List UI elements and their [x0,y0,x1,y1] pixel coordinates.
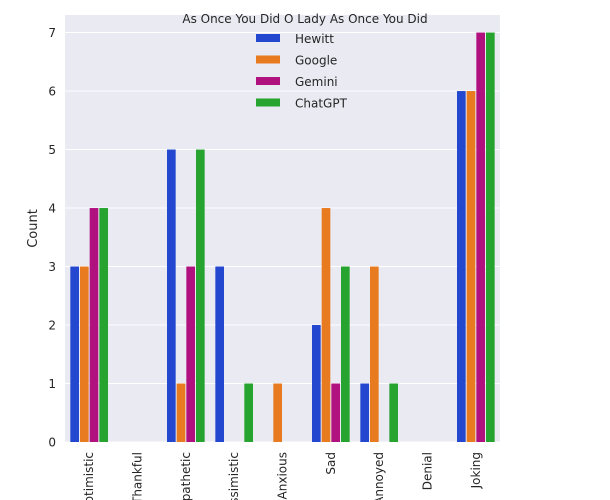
x-tick-label: Joking [469,452,483,489]
x-axis-ticks: Optimistic Thankful Empathetic Pessimistic A… [82,452,483,500]
bar-chatgpt-annoyed [389,383,398,442]
plot-background [65,15,500,442]
y-tick-label: 1 [48,377,56,391]
bar-hewitt-joking [457,91,466,442]
y-tick-label: 0 [48,436,56,450]
legend-swatch-gemini [256,77,280,85]
bar-hewitt-annoyed [360,383,369,442]
x-tick-label: Thankful [131,452,145,500]
bar-gemini-sad [331,383,340,442]
x-tick-label: Sad [324,452,338,475]
y-axis-label: Count [26,209,41,248]
legend-title: As Once You Did O Lady As Once You Did [182,12,427,26]
x-tick-label: Anxious [276,452,290,499]
bar-google-empathetic [176,383,186,442]
bar-gemini-joking [476,32,485,443]
y-tick-label: 3 [48,260,56,274]
legend: As Once You Did O Lady As Once You Did H… [182,12,427,111]
legend-label-hewitt: Hewitt [295,32,334,46]
x-tick-label: Denial [421,452,435,490]
y-axis-ticks: 0 1 2 3 4 5 6 7 [48,26,56,449]
x-tick-label: Empathetic [179,452,193,500]
x-tick-label: Annoyed [372,452,386,500]
legend-label-chatgpt: ChatGPT [295,97,348,111]
bar-google-joking [466,91,476,442]
legend-label-gemini: Gemini [295,75,338,89]
bar-hewitt-sad [312,325,321,442]
bar-hewitt-empathetic [167,149,176,442]
bar-chatgpt-joking [486,32,495,443]
x-tick-label: Optimistic [82,452,96,500]
bar-chatgpt-sad [341,266,350,442]
bar-gemini-optimistic [89,208,99,442]
bar-gemini-empathetic [186,266,195,442]
bar-google-anxious [273,383,282,442]
legend-swatch-google [256,55,280,64]
bar-chatgpt-optimistic [99,208,108,442]
legend-swatch-hewitt [256,34,280,42]
y-tick-label: 4 [48,202,56,216]
y-tick-label: 6 [48,85,56,99]
grid-lines [65,32,500,443]
bar-hewitt-optimistic [70,266,79,442]
y-tick-label: 5 [48,143,56,157]
x-tick-label: Pessimistic [227,452,241,500]
bar-chatgpt-pessimistic [244,383,253,442]
y-tick-label: 7 [48,26,56,40]
bars [70,32,495,443]
bar-google-optimistic [80,266,89,442]
bar-google-annoyed [370,266,379,442]
legend-swatch-chatgpt [256,98,280,107]
y-tick-label: 2 [48,319,56,333]
bar-hewitt-pessimistic [215,266,224,442]
bar-chatgpt-empathetic [196,149,205,442]
legend-label-google: Google [295,54,337,68]
bar-google-sad [321,208,331,442]
